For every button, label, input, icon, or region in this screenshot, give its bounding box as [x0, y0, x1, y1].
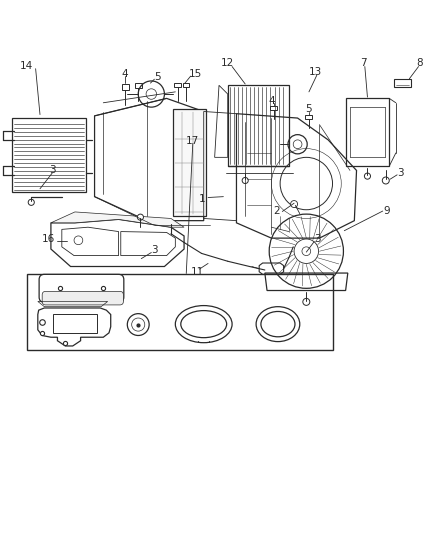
Text: 5: 5: [154, 71, 160, 82]
FancyBboxPatch shape: [42, 292, 124, 305]
Circle shape: [290, 200, 297, 207]
Text: 11: 11: [191, 266, 204, 277]
Text: 8: 8: [417, 59, 423, 68]
Text: 3: 3: [397, 168, 403, 177]
Circle shape: [364, 173, 371, 179]
Polygon shape: [173, 109, 206, 216]
Circle shape: [294, 239, 318, 263]
Circle shape: [382, 177, 389, 184]
Text: 14: 14: [20, 61, 34, 71]
Text: 16: 16: [42, 235, 55, 245]
Text: 13: 13: [308, 67, 321, 77]
Text: 4: 4: [268, 95, 275, 106]
Text: 3: 3: [314, 235, 321, 245]
Text: 1: 1: [199, 194, 206, 204]
Text: 17: 17: [186, 136, 199, 146]
FancyBboxPatch shape: [39, 274, 124, 302]
Text: 9: 9: [384, 206, 390, 216]
Circle shape: [28, 199, 34, 205]
Text: 4: 4: [122, 69, 128, 78]
Circle shape: [303, 298, 310, 305]
Text: 3: 3: [49, 165, 56, 175]
Text: 15: 15: [188, 69, 201, 78]
Circle shape: [242, 177, 248, 183]
Polygon shape: [51, 212, 184, 227]
Text: 2: 2: [273, 206, 280, 216]
Text: 7: 7: [360, 59, 367, 68]
Text: 12: 12: [221, 59, 234, 68]
Circle shape: [138, 214, 144, 220]
Text: 3: 3: [151, 245, 158, 255]
Text: 5: 5: [305, 104, 312, 114]
